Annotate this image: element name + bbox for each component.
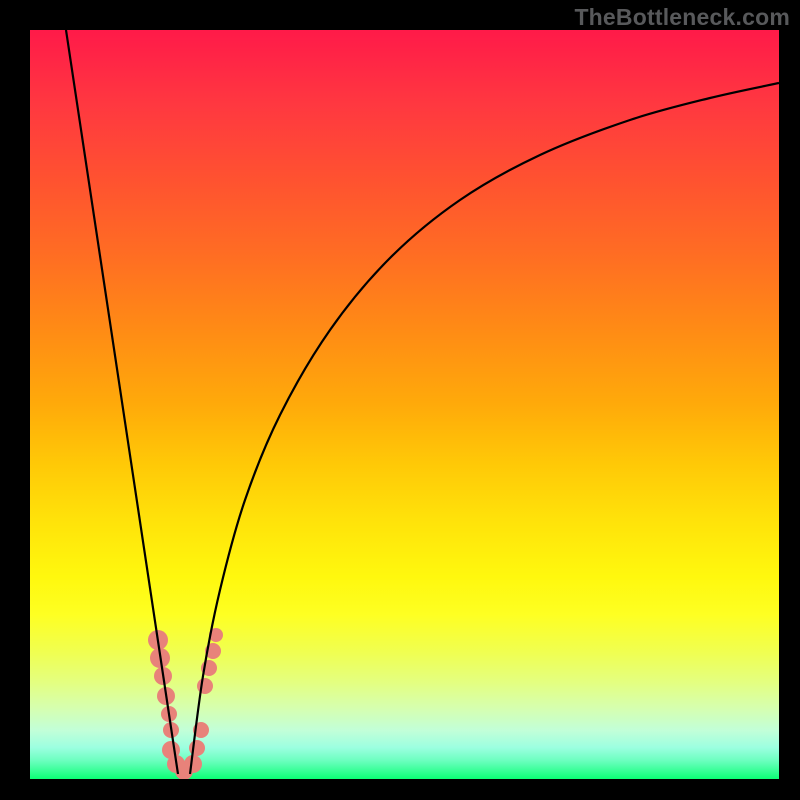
curves-layer	[30, 30, 779, 779]
watermark-text: TheBottleneck.com	[574, 4, 790, 31]
plot-area	[30, 30, 779, 779]
chart-frame: TheBottleneck.com	[0, 0, 800, 800]
left-curve	[66, 30, 178, 774]
right-curve	[190, 83, 779, 774]
